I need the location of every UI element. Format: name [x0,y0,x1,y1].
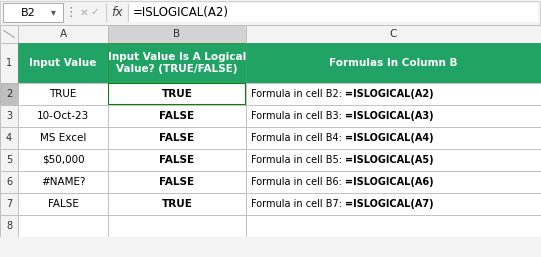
FancyBboxPatch shape [246,127,541,149]
FancyBboxPatch shape [18,43,108,83]
Text: ▾: ▾ [50,7,55,17]
Text: A: A [60,29,67,39]
Text: Formula in cell B5:: Formula in cell B5: [251,155,345,165]
Text: MS Excel: MS Excel [40,133,86,143]
Text: B2: B2 [21,7,36,17]
FancyBboxPatch shape [3,3,63,22]
FancyBboxPatch shape [108,215,246,237]
Text: =ISLOGICAL(A4): =ISLOGICAL(A4) [345,133,434,143]
Text: FALSE: FALSE [160,111,195,121]
FancyBboxPatch shape [246,83,541,105]
Text: Input Value Is A Logical
Value? (TRUE/FALSE): Input Value Is A Logical Value? (TRUE/FA… [108,52,246,74]
Text: =ISLOGICAL(A2): =ISLOGICAL(A2) [345,89,434,99]
Text: FALSE: FALSE [160,155,195,165]
Text: Formula in cell B4:: Formula in cell B4: [251,133,345,143]
Text: fx: fx [111,6,123,19]
FancyBboxPatch shape [18,25,108,43]
FancyBboxPatch shape [0,215,18,237]
Text: C: C [390,29,397,39]
FancyBboxPatch shape [246,215,541,237]
FancyBboxPatch shape [246,171,541,193]
Text: 8: 8 [6,221,12,231]
FancyBboxPatch shape [18,149,108,171]
Text: =ISLOGICAL(A6): =ISLOGICAL(A6) [345,177,434,187]
Text: 1: 1 [6,58,12,68]
Text: 7: 7 [6,199,12,209]
FancyBboxPatch shape [0,83,18,105]
FancyBboxPatch shape [108,43,246,83]
FancyBboxPatch shape [108,105,246,127]
Text: #NAME?: #NAME? [41,177,85,187]
FancyBboxPatch shape [108,149,246,171]
Text: TRUE: TRUE [49,89,77,99]
FancyBboxPatch shape [0,193,18,215]
Text: Input Value: Input Value [29,58,97,68]
FancyBboxPatch shape [18,215,108,237]
Text: FALSE: FALSE [160,177,195,187]
Text: Formula in cell B3:: Formula in cell B3: [251,111,345,121]
Text: 10-Oct-23: 10-Oct-23 [37,111,89,121]
FancyBboxPatch shape [0,43,18,83]
FancyBboxPatch shape [0,171,18,193]
FancyBboxPatch shape [108,83,246,105]
Text: B: B [174,29,181,39]
FancyBboxPatch shape [246,25,541,43]
Text: Formula in cell B6:: Formula in cell B6: [251,177,345,187]
Text: =ISLOGICAL(A5): =ISLOGICAL(A5) [345,155,434,165]
FancyBboxPatch shape [246,43,541,83]
FancyBboxPatch shape [18,193,108,215]
FancyBboxPatch shape [0,127,18,149]
Text: 2: 2 [6,89,12,99]
Text: TRUE: TRUE [162,89,193,99]
Text: ✓: ✓ [91,7,100,17]
Text: 5: 5 [6,155,12,165]
Text: ✕: ✕ [80,7,88,17]
Text: Formula in cell B2:: Formula in cell B2: [251,89,345,99]
FancyBboxPatch shape [0,105,18,127]
Text: 6: 6 [6,177,12,187]
FancyBboxPatch shape [108,127,246,149]
FancyBboxPatch shape [246,149,541,171]
Text: Formula in cell B7:: Formula in cell B7: [251,199,345,209]
FancyBboxPatch shape [246,193,541,215]
Text: =ISLOGICAL(A7): =ISLOGICAL(A7) [345,199,434,209]
FancyBboxPatch shape [108,171,246,193]
Text: FALSE: FALSE [48,199,78,209]
Text: FALSE: FALSE [160,133,195,143]
FancyBboxPatch shape [108,193,246,215]
FancyBboxPatch shape [246,105,541,127]
FancyBboxPatch shape [0,149,18,171]
Text: 3: 3 [6,111,12,121]
Text: Formulas In Column B: Formulas In Column B [329,58,458,68]
Text: TRUE: TRUE [162,199,193,209]
FancyBboxPatch shape [0,25,18,43]
Text: 4: 4 [6,133,12,143]
FancyBboxPatch shape [129,3,538,22]
FancyBboxPatch shape [18,105,108,127]
FancyBboxPatch shape [108,25,246,43]
Text: ⋮: ⋮ [65,6,77,19]
FancyBboxPatch shape [18,127,108,149]
FancyBboxPatch shape [18,83,108,105]
Text: =ISLOGICAL(A3): =ISLOGICAL(A3) [345,111,434,121]
Text: =ISLOGICAL(A2): =ISLOGICAL(A2) [133,6,229,19]
FancyBboxPatch shape [18,171,108,193]
Text: $50,000: $50,000 [42,155,84,165]
